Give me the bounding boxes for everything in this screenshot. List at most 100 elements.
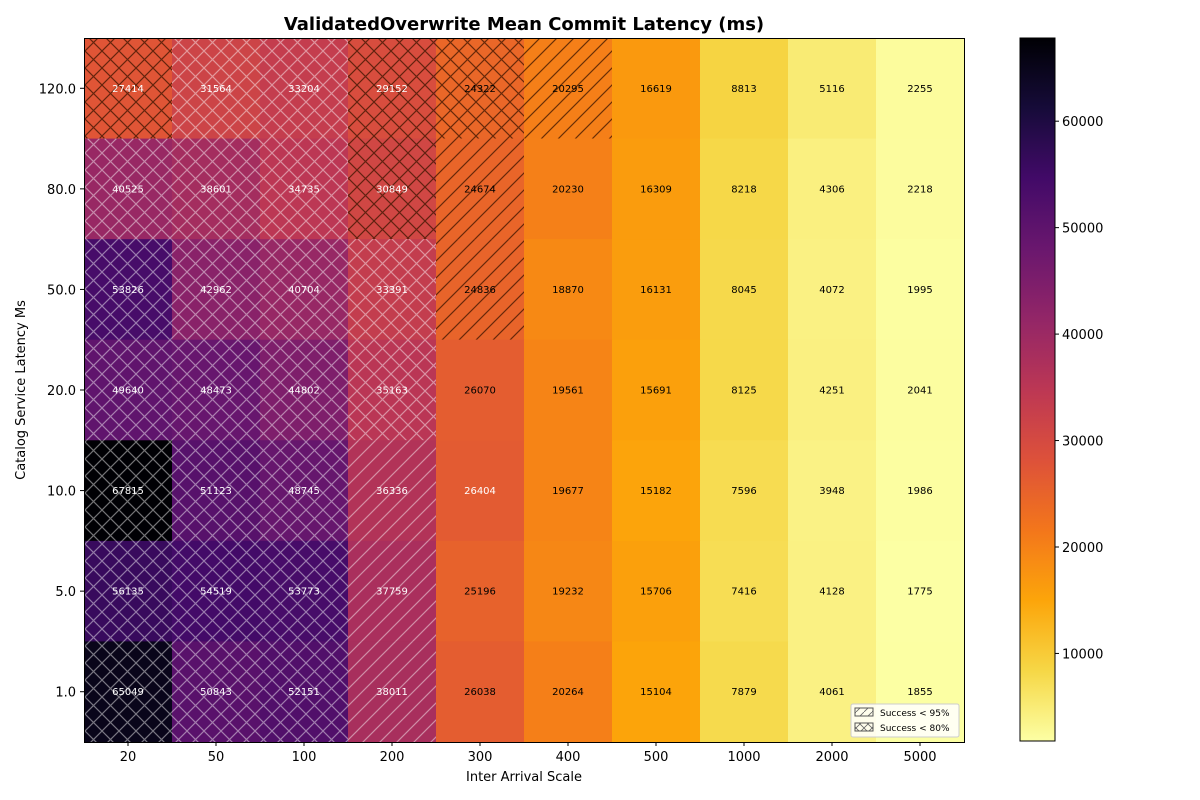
cell-value-label: 30849	[376, 184, 408, 195]
y-tick-label: 120.0	[39, 82, 76, 97]
heatmap-cell	[524, 239, 613, 341]
x-tick-label: 5000	[903, 750, 936, 765]
cell-value-label: 34735	[288, 184, 320, 195]
hatch-overlay	[84, 138, 172, 240]
hatch-overlay	[260, 440, 348, 541]
cell-value-label: 16309	[640, 184, 672, 195]
cell-value-label: 5116	[819, 84, 844, 95]
heatmap-cell	[524, 138, 613, 240]
cell-value-label: 4306	[819, 184, 844, 195]
heatmap-cell	[876, 138, 965, 240]
cell-value-label: 20230	[552, 184, 584, 195]
cell-value-label: 48745	[288, 486, 320, 497]
y-axis-ticks: 120.0 80.0 50.0 20.0 10.0 5.0 1.0	[39, 82, 84, 701]
heatmap-cell	[612, 138, 701, 240]
cell-value-label: 53826	[112, 285, 144, 296]
cell-value-label: 29152	[376, 84, 408, 95]
cell-value-label: 1855	[907, 687, 932, 698]
cell-value-label: 7596	[731, 486, 756, 497]
cell-value-label: 52151	[288, 687, 320, 698]
heatmap-cell	[876, 540, 965, 642]
cell-value-label: 36336	[376, 486, 408, 497]
heatmap-cell	[700, 641, 789, 743]
heatmap-cell	[700, 38, 789, 140]
cell-value-label: 53773	[288, 587, 320, 598]
y-tick-label: 5.0	[55, 585, 76, 600]
heatmap-cell	[876, 339, 965, 441]
cell-value-label: 15706	[640, 587, 672, 598]
heatmap-cell	[876, 38, 965, 140]
legend-label-80: Success < 80%	[880, 724, 950, 734]
legend-swatch-95	[854, 707, 874, 717]
x-tick-label: 50	[208, 750, 225, 765]
heatmap-cell	[700, 440, 789, 542]
hatch-overlay	[348, 339, 436, 441]
cell-value-label: 37759	[376, 587, 408, 598]
x-tick-label: 500	[644, 750, 669, 765]
y-tick-label: 20.0	[47, 384, 76, 399]
chart-title: ValidatedOverwrite Mean Commit Latency (…	[284, 14, 764, 35]
hatch-overlay	[84, 239, 172, 340]
cell-value-label: 2218	[907, 184, 932, 195]
heatmap-cell	[524, 540, 613, 642]
x-tick-label: 200	[380, 750, 405, 765]
cell-value-label: 26038	[464, 687, 496, 698]
hatch-overlay	[260, 138, 348, 240]
heatmap-cell	[612, 339, 701, 441]
hatch-overlay	[348, 138, 436, 240]
hatch-overlay	[172, 339, 260, 441]
heatmap-cell	[788, 38, 877, 140]
heatmap-cell	[788, 440, 877, 542]
heatmap-cell	[700, 540, 789, 642]
cell-value-label: 26404	[464, 486, 496, 497]
cell-value-label: 15182	[640, 486, 672, 497]
cell-value-label: 54519	[200, 587, 232, 598]
heatmap-cell	[436, 440, 525, 542]
cell-value-label: 4128	[819, 587, 844, 598]
cell-value-label: 40525	[112, 184, 144, 195]
cell-value-label: 44802	[288, 386, 320, 397]
x-axis-ticks: 20 50 100 200 300 400 500 1000 2000 5000	[120, 742, 937, 765]
legend-label-95: Success < 95%	[880, 709, 950, 719]
heatmap-cell	[524, 440, 613, 542]
colorbar-tick-label: 30000	[1062, 435, 1103, 450]
cell-value-label: 19232	[552, 587, 584, 598]
cell-value-label: 31564	[200, 84, 232, 95]
cell-value-label: 1995	[907, 285, 932, 296]
hatch-overlay	[172, 138, 260, 240]
cell-value-label: 24836	[464, 285, 496, 296]
cell-value-label: 56135	[112, 587, 144, 598]
cell-value-label: 19561	[552, 386, 584, 397]
heatmap-cell	[700, 339, 789, 441]
cell-value-label: 38011	[376, 687, 408, 698]
hatch-overlay	[260, 38, 348, 139]
cell-value-label: 26070	[464, 386, 496, 397]
cell-value-label: 49640	[112, 386, 144, 397]
heatmap-cell	[612, 38, 701, 140]
heatmap-cell	[612, 239, 701, 341]
hatch-overlay	[84, 540, 172, 642]
hatch-overlay	[84, 641, 172, 742]
heatmap-cell	[700, 138, 789, 240]
cell-value-label: 8125	[731, 386, 756, 397]
cell-value-label: 65049	[112, 687, 144, 698]
y-axis-label: Catalog Service Latency Ms	[14, 300, 29, 480]
heatmap-cell	[612, 440, 701, 542]
plot-frame	[84, 38, 965, 743]
x-tick-label: 20	[120, 750, 137, 765]
heatmap-cell	[876, 440, 965, 542]
cell-value-label: 4061	[819, 687, 844, 698]
x-tick-label: 300	[468, 750, 493, 765]
colorbar-tick-label: 40000	[1062, 328, 1103, 343]
heatmap-cell	[524, 339, 613, 441]
hatch-overlay	[524, 38, 612, 139]
cell-value-label: 42962	[200, 285, 232, 296]
cell-value-label: 8045	[731, 285, 756, 296]
cell-value-label: 20295	[552, 84, 584, 95]
heatmap-cells: 27414 31564 33204 29152 24322 20295 16619 8813 5…	[84, 38, 965, 743]
colorbar-tick-label: 10000	[1062, 647, 1103, 662]
cell-value-label: 15691	[640, 386, 672, 397]
hatch-overlay	[260, 540, 348, 642]
hatch-overlay	[172, 540, 260, 642]
